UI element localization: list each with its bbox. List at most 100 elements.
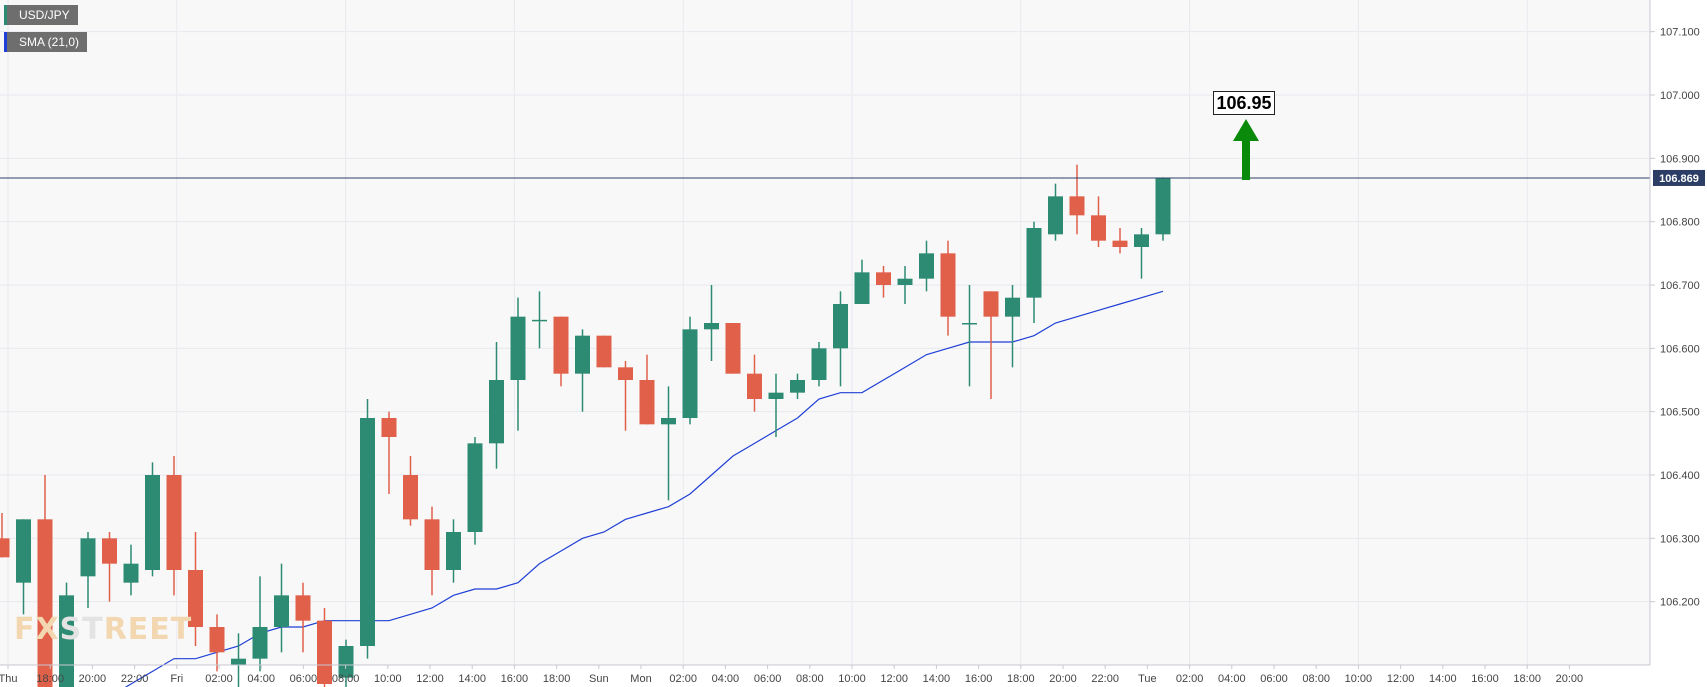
candle-body bbox=[833, 304, 848, 349]
candle-body bbox=[940, 253, 956, 317]
candle-body bbox=[123, 563, 139, 583]
y-tick-label: 107.000 bbox=[1660, 90, 1700, 102]
candle-body bbox=[919, 253, 934, 279]
candle-body bbox=[209, 627, 225, 653]
candle bbox=[1112, 228, 1128, 254]
candle bbox=[747, 354, 762, 412]
up-arrow-icon bbox=[1233, 119, 1259, 180]
candle-body bbox=[704, 323, 719, 330]
candle bbox=[553, 316, 569, 387]
candle-body bbox=[596, 335, 612, 368]
x-tick-label: 18:00 bbox=[1513, 673, 1541, 685]
x-tick-label: 18:00 bbox=[543, 673, 571, 685]
x-tick-label: 20:00 bbox=[1556, 673, 1584, 685]
x-tick-label: 20:00 bbox=[1049, 673, 1077, 685]
candle-body bbox=[532, 319, 547, 322]
candle bbox=[467, 437, 483, 545]
candle bbox=[37, 475, 53, 687]
candle bbox=[876, 266, 891, 298]
x-tick-label: Tue bbox=[1138, 673, 1157, 685]
candle-body bbox=[37, 519, 53, 687]
candle-body bbox=[1091, 215, 1106, 241]
x-tick-label: 18:00 bbox=[36, 673, 64, 685]
x-tick-label: 14:00 bbox=[458, 673, 486, 685]
arrow-shaft bbox=[1242, 134, 1250, 180]
arrow-head bbox=[1233, 119, 1259, 141]
x-tick-label: 12:00 bbox=[416, 673, 444, 685]
current-price-badge bbox=[1653, 169, 1705, 186]
x-tick-label: 14:00 bbox=[923, 673, 951, 685]
x-tick-label: 04:00 bbox=[712, 673, 740, 685]
candle bbox=[166, 456, 182, 596]
x-tick-label: Mon bbox=[630, 673, 651, 685]
y-tick-label: 106.900 bbox=[1660, 153, 1700, 165]
candle-body bbox=[295, 595, 311, 621]
candle-body bbox=[446, 532, 461, 570]
candle bbox=[403, 456, 418, 526]
candle bbox=[897, 266, 913, 304]
y-axis-ticks: 107.100 107.000 106.900 106.800 106.700 106.6… bbox=[1650, 27, 1700, 609]
x-tick-label: 16:00 bbox=[965, 673, 993, 685]
candle-body bbox=[811, 348, 827, 380]
candle-body bbox=[962, 323, 977, 325]
candle bbox=[381, 411, 397, 494]
candle bbox=[811, 342, 827, 387]
candle bbox=[123, 544, 139, 596]
candle-body bbox=[317, 620, 332, 684]
target-price-label: 106.95 bbox=[1213, 91, 1275, 115]
candle-body bbox=[231, 658, 246, 665]
candle-body bbox=[747, 373, 762, 399]
candle bbox=[575, 329, 590, 412]
candle-body bbox=[360, 418, 375, 646]
candle-body bbox=[467, 443, 483, 532]
x-tick-label: 02:00 bbox=[1176, 673, 1204, 685]
candle-body bbox=[983, 291, 999, 317]
candle bbox=[532, 291, 547, 349]
candle bbox=[80, 532, 96, 608]
candle bbox=[317, 608, 332, 687]
candle-body bbox=[1112, 240, 1128, 247]
candle-body bbox=[1026, 228, 1042, 298]
x-tick-label: 06:00 bbox=[754, 673, 782, 685]
candle-body bbox=[768, 392, 784, 399]
candle bbox=[854, 259, 870, 304]
x-tick-label: 06:00 bbox=[1260, 673, 1288, 685]
x-tick-label: 16:00 bbox=[501, 673, 529, 685]
candle-body bbox=[1155, 177, 1171, 235]
legend-sma[interactable]: SMA (21,0) bbox=[4, 32, 88, 52]
candle-body bbox=[639, 380, 655, 425]
candle-body bbox=[682, 329, 698, 418]
candle bbox=[1048, 183, 1063, 241]
candle-body bbox=[553, 316, 569, 374]
current-price-label: 106.869 bbox=[1653, 169, 1705, 186]
candle-body bbox=[854, 272, 870, 304]
candle bbox=[704, 285, 719, 361]
x-tick-label: 10:00 bbox=[374, 673, 402, 685]
x-axis-ticks: Thu 18:00 20:00 22:00 Fri 02:00 04:00 06:00 08:0… bbox=[0, 665, 1583, 685]
x-tick-label: 12:00 bbox=[1387, 673, 1415, 685]
candle-body bbox=[59, 595, 74, 687]
x-tick-label: 12:00 bbox=[880, 673, 908, 685]
candle-body bbox=[102, 538, 117, 564]
candle-body bbox=[252, 627, 268, 659]
candle bbox=[102, 532, 117, 602]
x-tick-label: 08:00 bbox=[796, 673, 824, 685]
candle-body bbox=[661, 418, 676, 425]
candle bbox=[639, 354, 655, 425]
x-tick-label: 10:00 bbox=[1345, 673, 1373, 685]
candle-body bbox=[338, 646, 354, 678]
candle-body bbox=[876, 272, 891, 285]
y-tick-label: 106.600 bbox=[1660, 343, 1700, 355]
candle bbox=[1069, 164, 1085, 235]
x-tick-label: 02:00 bbox=[669, 673, 697, 685]
legend-symbol[interactable]: USD/JPY bbox=[4, 5, 78, 25]
y-tick-label: 106.500 bbox=[1660, 407, 1700, 419]
y-tick-label: 107.100 bbox=[1660, 27, 1700, 39]
candle bbox=[252, 576, 268, 672]
x-tick-label: 04:00 bbox=[1218, 673, 1246, 685]
candle bbox=[510, 297, 526, 431]
y-tick-label: 106.400 bbox=[1660, 470, 1700, 482]
x-tick-label: 22:00 bbox=[121, 673, 149, 685]
candle-body bbox=[1048, 196, 1063, 235]
